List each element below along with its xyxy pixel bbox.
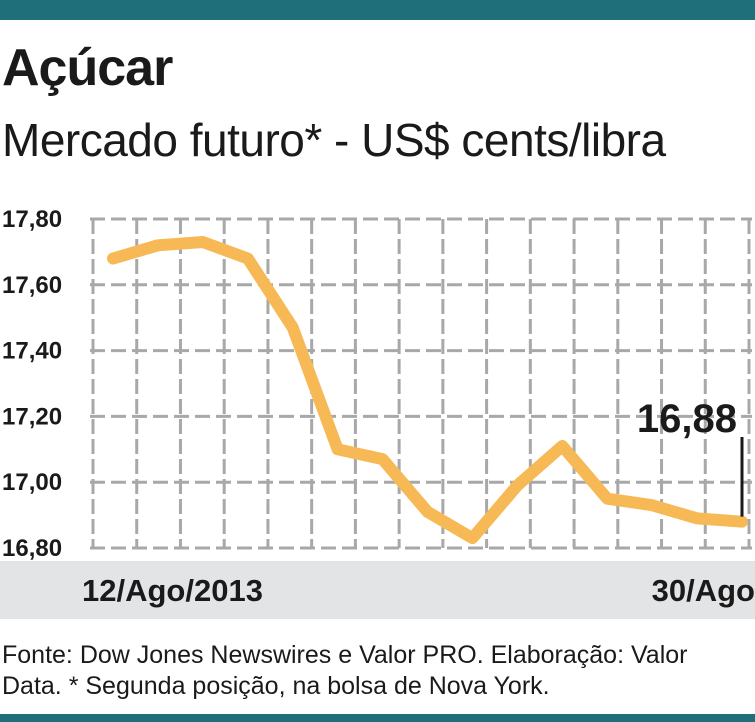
chart-title: Açúcar xyxy=(2,39,173,97)
data-point xyxy=(112,257,114,260)
y-tick-label: 17,60 xyxy=(2,272,62,299)
bottom-accent-bar xyxy=(0,714,755,722)
data-point xyxy=(426,510,429,513)
data-point xyxy=(381,458,384,461)
data-point xyxy=(156,244,159,247)
data-points xyxy=(112,241,743,540)
data-point xyxy=(696,517,699,520)
source-note: Fonte: Dow Jones Newswires e Valor PRO. … xyxy=(2,641,688,700)
data-point xyxy=(561,445,564,448)
line-chart: 17,80 17,60 17,40 17,20 17,00 16,80 16,88 xyxy=(2,206,752,562)
horizontal-gridlines xyxy=(90,217,752,550)
price-series-line xyxy=(107,236,748,545)
y-axis-tick-labels: 17,80 17,60 17,40 17,20 17,00 16,80 xyxy=(2,206,62,562)
data-point xyxy=(471,537,474,540)
y-tick-label: 17,00 xyxy=(2,469,62,496)
data-point xyxy=(516,484,519,487)
data-point xyxy=(246,257,249,260)
chart-subtitle: Mercado futuro* - US$ cents/libra xyxy=(2,114,666,166)
end-date-label: 30/Ago xyxy=(651,573,755,608)
date-axis-band xyxy=(0,561,755,619)
y-tick-label: 17,80 xyxy=(2,206,62,233)
top-accent-bar xyxy=(0,0,755,20)
y-tick-label: 16,80 xyxy=(2,535,62,562)
data-point xyxy=(291,326,294,329)
data-point xyxy=(201,241,204,244)
data-point xyxy=(741,520,743,523)
y-tick-label: 17,40 xyxy=(2,338,62,365)
last-value-label: 16,88 xyxy=(637,397,737,441)
data-point xyxy=(336,448,339,451)
start-date-label: 12/Ago/2013 xyxy=(82,573,263,608)
data-point xyxy=(606,497,609,500)
y-tick-label: 17,20 xyxy=(2,403,62,430)
data-point xyxy=(651,504,654,507)
